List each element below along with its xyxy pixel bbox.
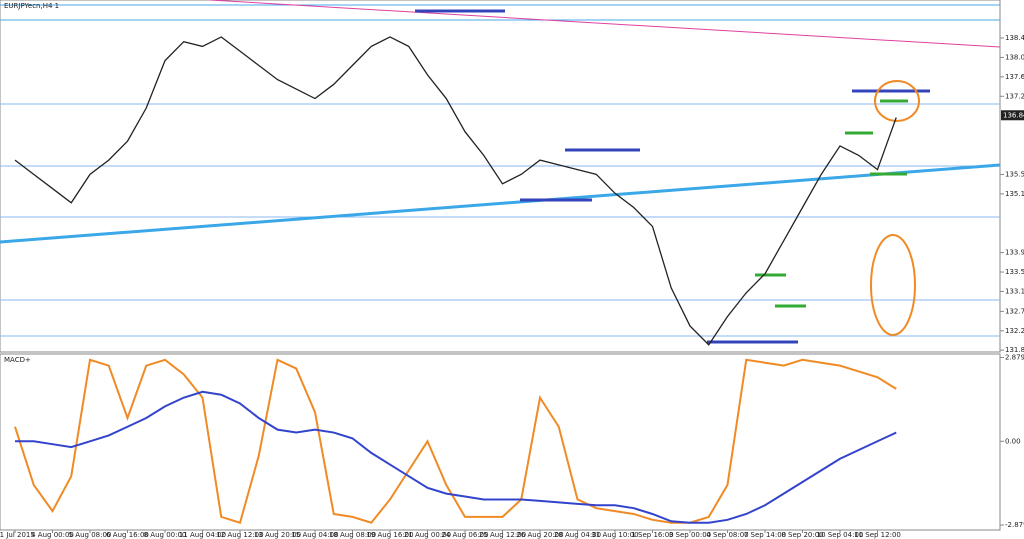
x-tick-label: 25 Aug 12:00 [479,531,526,539]
y-tick-label: 133.128 [1005,287,1024,295]
y-tick-label: 137.248 [1005,92,1024,100]
highlight-circle [874,80,920,122]
trend-line [209,0,1001,48]
macd-panel [0,353,1001,531]
x-tick-label: 5 Aug 08:00 [69,531,112,539]
y-tick-label: 133.948 [1005,249,1024,257]
y-tick-label: 132.708 [1005,307,1024,315]
y-tick-label: 133.538 [1005,268,1024,276]
x-tick-label: 24 Aug 06:00 [441,531,488,539]
y-tick-label: 138.068 [1005,53,1024,61]
x-tick-label: 21 Aug 00:00 [404,531,451,539]
y-tick-label: 0.00 [1005,437,1021,445]
series-line [15,390,897,524]
x-tick-label: 19 Aug 16:00 [366,531,413,539]
price-box [1001,110,1024,121]
x-tick-label: 18 Aug 08:00 [329,531,376,539]
panel-title: MACD+ [4,356,31,364]
x-tick-label: 1 Sep 16:00 [631,531,673,539]
x-tick-label: 3 Sep 00:00 [669,531,711,539]
y-tick-label: 2.8792 [1005,354,1024,362]
x-tick-label: 4 Aug 00:00 [31,531,74,539]
drawings [0,0,1001,344]
x-tick-label: 11 Aug 04:00 [179,531,226,539]
y-tick-label: -2.8792 [1005,521,1024,529]
x-tick-label: 6 Aug 16:00 [106,531,149,539]
series-line [14,36,897,346]
chart-title: EURJPYecn,H4 1 [4,2,59,10]
y-tick-label: 135.188 [1005,190,1024,198]
x-tick-label: 12 Aug 12:00 [216,531,263,539]
x-tick-label: 13 Aug 20:00 [254,531,301,539]
price-label: 136.847 [1003,111,1024,119]
series-line [14,358,897,524]
x-tick-label: 11 Sep 12:00 [854,531,901,539]
x-tick-label: 26 Aug 20:00 [516,531,563,539]
y-tick-label: 138.478 [1005,34,1024,42]
x-tick-label: 28 Aug 04:00 [554,531,601,539]
x-tick-label: 4 Sep 08:00 [706,531,748,539]
trend-line [0,163,1001,244]
x-tick-label: 7 Sep 14:00 [744,531,786,539]
y-tick-label: 132.298 [1005,327,1024,335]
y-tick-label: 137.658 [1005,73,1024,81]
y-tick-label: 131.888 [1005,346,1024,354]
x-tick-label: 10 Sep 04:00 [817,531,864,539]
y-tick-label: 135.598 [1005,170,1024,178]
highlight-circle [870,234,916,336]
x-tick-label: 15 Aug 04:00 [291,531,338,539]
x-tick-label: 8 Aug 00:00 [144,531,187,539]
x-tick-label: 31 Aug 10:00 [591,531,638,539]
x-tick-label: 31 Jul 2015 [0,531,35,539]
x-tick-label: 8 Sep 20:00 [781,531,823,539]
